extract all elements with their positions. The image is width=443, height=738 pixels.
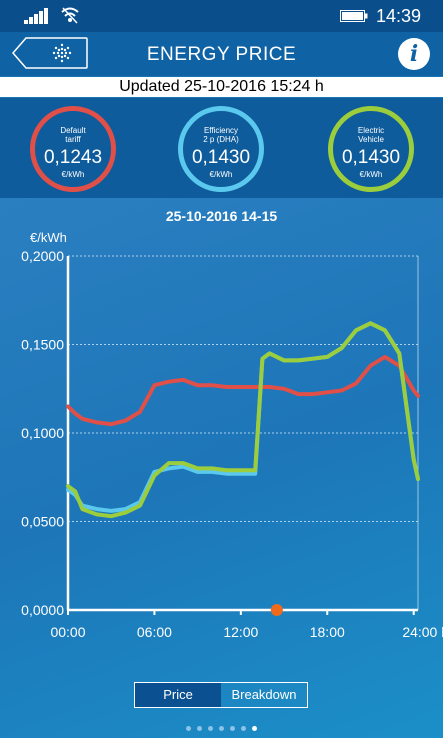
updated-text: Updated 25-10-2016 15:24 h (0, 77, 443, 97)
tariff-efficiency[interactable]: Efficiency 2 p (DHA) 0,1430 €/kWh (178, 106, 264, 192)
tab-breakdown[interactable]: Breakdown (231, 687, 297, 702)
page-dot[interactable] (197, 726, 202, 731)
page-title: ENERGY PRICE (146, 44, 297, 65)
app-bar: ENERGY PRICE i (0, 32, 443, 76)
back-button[interactable] (12, 37, 88, 69)
current-time-marker (270, 604, 283, 616)
x-tick-label: 18:00 (310, 624, 345, 640)
status-time: 14:39 (376, 6, 422, 26)
chart-date: 25-10-2016 14-15 (165, 208, 278, 224)
tariff-value: 0,1430 (341, 147, 401, 168)
page-dot[interactable] (252, 726, 257, 731)
x-tick-label: 00:00 (50, 624, 85, 640)
series-line-1 (66, 321, 420, 513)
tariff-unit: €/kWh (359, 170, 383, 179)
tariff-name: Efficiency 2 p (DHA) (203, 126, 239, 144)
series-line-0 (66, 354, 420, 427)
page-indicator (0, 718, 443, 736)
y-tick-label: 0,0500 (21, 514, 64, 530)
tariff-selector: Default tariff 0,1243 €/kWh Efficiency 2 p… (0, 98, 443, 198)
tariff-name: Default tariff (60, 126, 86, 144)
x-tick-label: 06:00 (137, 624, 172, 640)
tariff-unit: €/kWh (209, 170, 233, 179)
page-dot[interactable] (186, 726, 191, 731)
info-button[interactable]: i (398, 38, 430, 70)
page-dot[interactable] (208, 726, 213, 731)
y-axis-label: €/kWh (30, 230, 67, 245)
y-tick-label: 0,0000 (21, 602, 64, 618)
tariff-value: 0,1430 (191, 147, 251, 168)
tariff-unit: €/kWh (61, 170, 85, 179)
tariff-value: 0,1243 (43, 147, 103, 168)
y-tick-label: 0,1500 (21, 337, 64, 353)
signal-icon (24, 8, 48, 24)
info-icon: i (409, 41, 419, 67)
tariff-name: Electric Vehicle (357, 126, 385, 144)
price-chart[interactable]: €/kWh 0,0000 0,0500 0,1000 0,1500 0,2000 00:00… (0, 226, 443, 646)
y-tick-label: 0,2000 (21, 248, 64, 264)
page-dot[interactable] (241, 726, 246, 731)
x-tick-label: 12:00 (223, 624, 258, 640)
wifi-off-icon (61, 7, 79, 24)
battery-icon (340, 10, 368, 22)
y-tick-label: 0,1000 (21, 425, 64, 441)
x-tick-label: 24:00 h (402, 624, 443, 640)
page-dot[interactable] (219, 726, 224, 731)
tab-price[interactable]: Price (135, 683, 221, 707)
series-line-2 (66, 321, 420, 519)
status-bar: 14:39 (0, 0, 443, 32)
view-toggle: Price Breakdown (134, 682, 308, 708)
tariff-electric-vehicle[interactable]: Electric Vehicle 0,1430 €/kWh (328, 106, 414, 192)
tariff-default[interactable]: Default tariff 0,1243 €/kWh (30, 106, 116, 192)
page-dot[interactable] (230, 726, 235, 731)
